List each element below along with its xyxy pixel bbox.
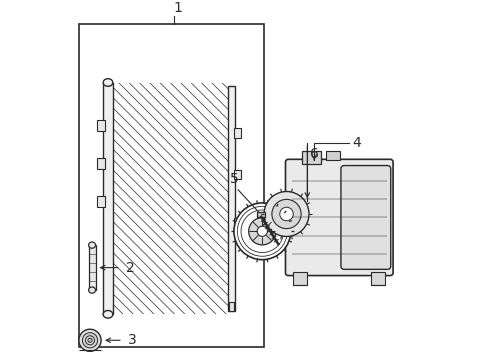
Bar: [234, 128, 241, 138]
Bar: [89, 245, 96, 290]
Circle shape: [249, 218, 276, 245]
Circle shape: [79, 329, 101, 351]
Circle shape: [264, 192, 309, 237]
Circle shape: [280, 207, 294, 221]
Bar: [97, 120, 104, 131]
Circle shape: [234, 203, 291, 260]
Bar: [229, 302, 234, 311]
Text: 6: 6: [310, 147, 319, 161]
Text: 5: 5: [229, 172, 238, 186]
Circle shape: [257, 226, 268, 237]
FancyBboxPatch shape: [341, 166, 391, 269]
Circle shape: [82, 333, 98, 348]
Circle shape: [88, 338, 92, 342]
Ellipse shape: [103, 79, 113, 86]
Bar: [371, 272, 385, 285]
Bar: [228, 86, 235, 311]
Ellipse shape: [89, 287, 96, 293]
Bar: [79, 24, 264, 347]
Bar: [234, 218, 241, 228]
Circle shape: [85, 336, 95, 345]
Bar: [234, 170, 241, 179]
Bar: [97, 196, 104, 207]
Bar: [326, 151, 340, 160]
Ellipse shape: [103, 311, 113, 318]
Bar: [302, 151, 321, 164]
Text: 2: 2: [126, 261, 135, 275]
Circle shape: [272, 199, 301, 229]
Bar: [97, 158, 104, 169]
Bar: [103, 82, 113, 314]
Ellipse shape: [89, 242, 96, 248]
Bar: [294, 272, 307, 285]
Text: 4: 4: [352, 136, 361, 150]
Text: 3: 3: [128, 333, 137, 347]
Text: 1: 1: [173, 1, 182, 15]
Bar: [257, 212, 265, 217]
FancyBboxPatch shape: [286, 159, 393, 275]
